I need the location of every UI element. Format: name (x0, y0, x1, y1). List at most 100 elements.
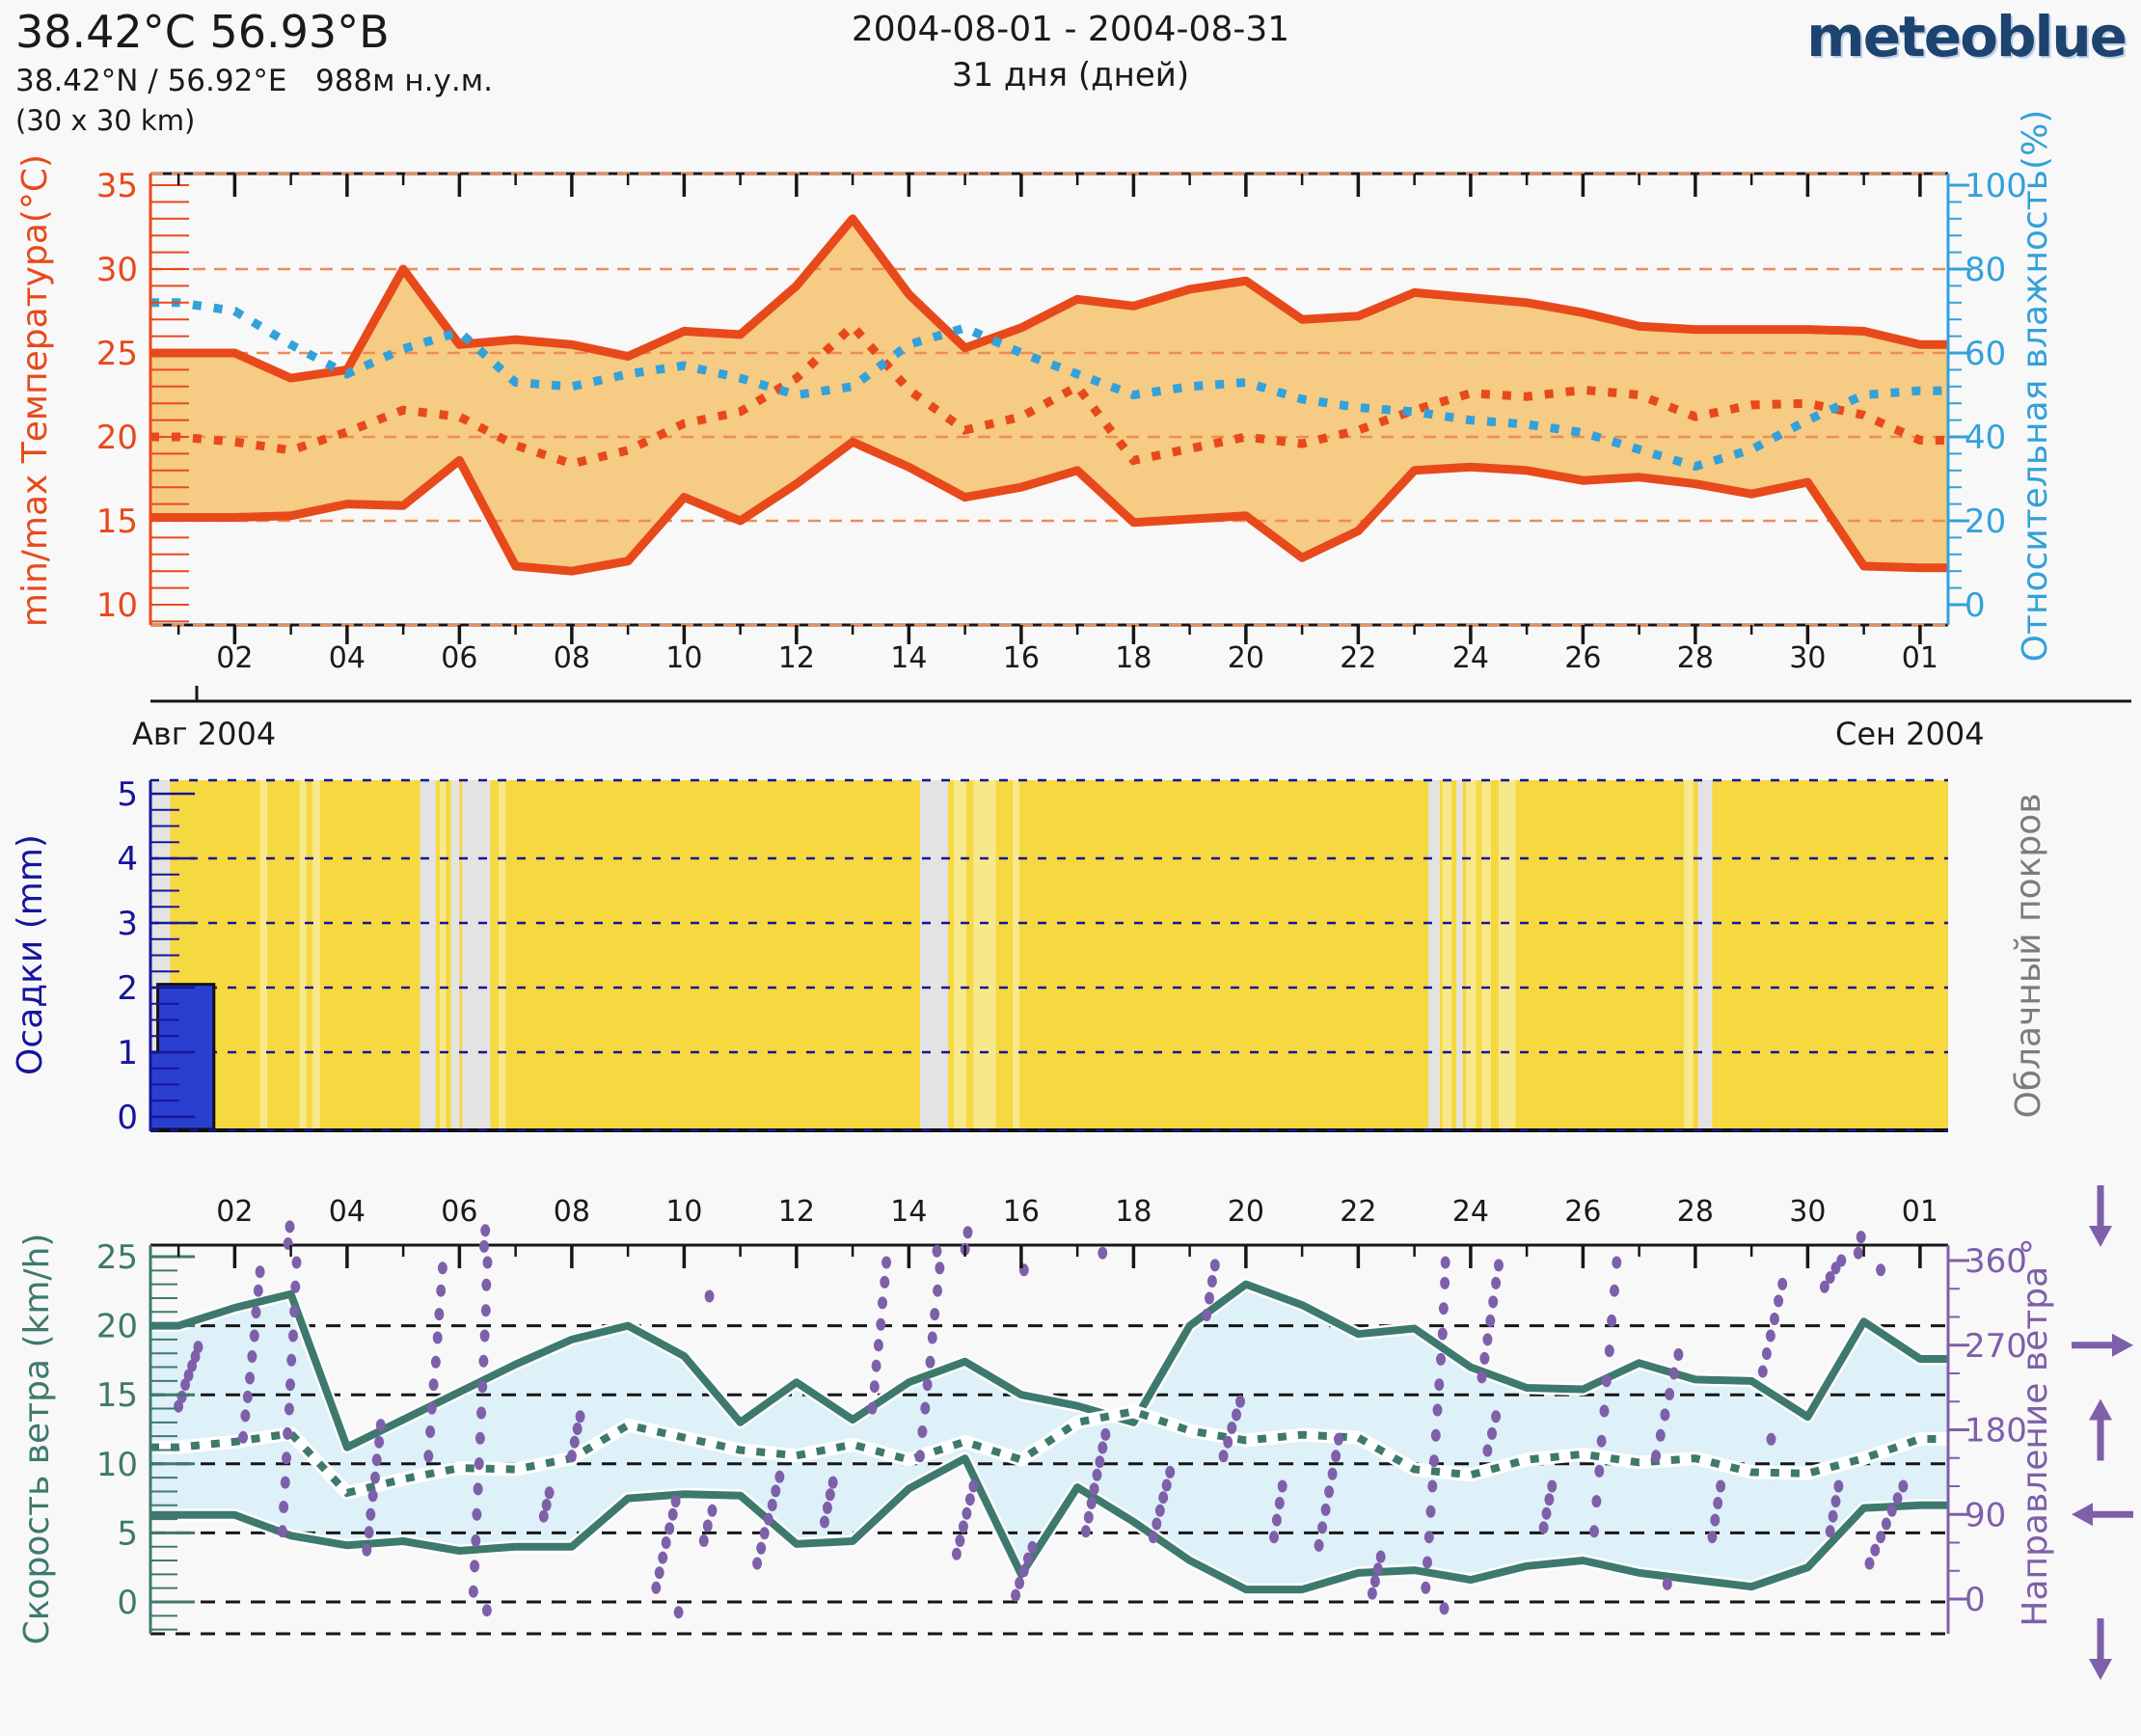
wind-direction-dot (187, 1359, 198, 1372)
temp-x-label: 14 (890, 641, 927, 675)
wind-direction-dot (1707, 1531, 1718, 1544)
wind-direction-dot (367, 1489, 378, 1503)
wind-direction-dot (1098, 1441, 1108, 1454)
wind-direction-dot (480, 1224, 491, 1237)
precip-tick-label: 4 (117, 840, 138, 879)
wind-direction-dot (1836, 1254, 1847, 1267)
wind-direction-dot (1154, 1504, 1165, 1517)
temp-x-label: 24 (1452, 641, 1489, 675)
wind-x-label: 14 (890, 1195, 927, 1229)
wind-direction-dot (1662, 1577, 1672, 1590)
wind-direction-dot (1372, 1562, 1383, 1576)
wind-direction-dot (1274, 1497, 1285, 1509)
wind-direction-dot (1876, 1263, 1886, 1277)
humidity-tick-label: 100 (1965, 167, 2027, 205)
wind-dir-tick-label: 360 (1965, 1242, 2027, 1281)
cloud-stripe-grey (920, 780, 949, 1131)
wind-direction-dot (1202, 1309, 1212, 1321)
temp-x-label: 08 (554, 641, 590, 675)
cloud-stripe-light (973, 780, 996, 1131)
temperature-panel: 10 15 20 25 30 35 0 20 40 60 80 100 02 04 06 08 10 12 14 16… (15, 110, 2055, 675)
humidity-tick-label: 80 (1965, 251, 2006, 289)
wind-direction-dot (482, 1256, 493, 1269)
wind-direction-dot (1660, 1408, 1670, 1422)
wind-direction-dot (285, 1378, 295, 1392)
meteoblue-logo: meteoblue (1806, 4, 2127, 69)
wind-direction-dot (479, 1329, 490, 1343)
cloud-stripe-light (1684, 780, 1694, 1131)
wind-x-label: 16 (1003, 1195, 1040, 1229)
wind-x-label: 08 (554, 1195, 590, 1229)
wind-direction-dot (1271, 1513, 1282, 1527)
wind-direction-dot (1864, 1557, 1875, 1570)
wind-direction-dot (1898, 1479, 1909, 1493)
precipitation-bar (149, 983, 216, 1131)
wind-direction-dot (767, 1499, 777, 1511)
wind-direction-dot (763, 1512, 773, 1526)
temp-x-label: 20 (1228, 641, 1264, 675)
wind-direction-dot (1870, 1543, 1881, 1557)
wind-direction-dot (1547, 1479, 1558, 1493)
wind-direction-dot (1651, 1450, 1662, 1463)
precip-tick-label: 3 (117, 905, 138, 943)
wind-direction-dot (658, 1551, 668, 1564)
wind-direction-dot (1477, 1370, 1487, 1384)
wind-direction-dot (876, 1317, 886, 1331)
humidity-dotted-line (150, 298, 1948, 472)
wind-direction-dot (176, 1390, 187, 1403)
wind-direction-dot (1487, 1426, 1497, 1440)
wind-tick-label: 25 (96, 1238, 138, 1277)
wind-direction-dot (1825, 1271, 1835, 1284)
wind-direction-dot (869, 1380, 880, 1394)
month-label-start: Авг 2004 (132, 716, 277, 752)
grid-cell-size: (30 x 30 km) (15, 104, 196, 137)
wind-direction-dot (1482, 1333, 1493, 1346)
wind-direction-dot (1544, 1493, 1555, 1506)
wind-direction-dot (1434, 1378, 1445, 1392)
wind-direction-dot (1485, 1314, 1496, 1327)
wind-direction-dot (436, 1284, 447, 1297)
wind-direction-dot (1825, 1525, 1835, 1538)
temp-tick-label: 15 (96, 502, 138, 541)
wind-direction-dot (825, 1488, 835, 1502)
wind-direction-dot (477, 1380, 488, 1394)
temp-x-label: 26 (1564, 641, 1601, 675)
wind-direction-dot (1538, 1521, 1549, 1534)
wind-direction-dot (425, 1425, 436, 1438)
wind-direction-dot (1100, 1427, 1111, 1441)
wind-direction-dot (245, 1371, 256, 1385)
wind-direction-arrow-up-180 (2089, 1398, 2112, 1461)
wind-direction-dot (702, 1519, 713, 1533)
wind-direction-dot (544, 1486, 555, 1500)
temp-x-label: 18 (1115, 641, 1152, 675)
wind-direction-dot (238, 1430, 249, 1444)
cloud-stripe-light (1013, 780, 1020, 1131)
wind-direction-dot (1427, 1479, 1438, 1493)
wind-direction-dot (1086, 1497, 1097, 1509)
wind-direction-dot (759, 1527, 770, 1540)
wind-direction-dot (756, 1541, 767, 1555)
wind-direction-dot (873, 1339, 883, 1352)
wind-direction-dot (1429, 1454, 1439, 1468)
page-title: 38.42°С 56.93°В (15, 6, 390, 58)
wind-direction-dot (1607, 1314, 1617, 1327)
wind-direction-dot (1610, 1284, 1619, 1297)
wind-direction-dot (1152, 1517, 1162, 1531)
wind-direction-dot (704, 1289, 715, 1303)
wind-direction-dot (1541, 1506, 1552, 1520)
wind-direction-dot (1218, 1450, 1229, 1463)
wind-direction-dot (476, 1406, 487, 1420)
wind-x-label: 10 (665, 1195, 702, 1229)
wind-direction-dot (423, 1450, 434, 1463)
wind-direction-dot (280, 1476, 290, 1489)
temp-range-band (150, 218, 1948, 572)
wind-direction-dot (1668, 1367, 1679, 1380)
wind-direction-dot (1765, 1329, 1775, 1343)
wind-direction-dot (470, 1560, 480, 1573)
humidity-axis-title: Относительная влажность(%) (2016, 110, 2055, 663)
wind-direction-dot (1083, 1510, 1094, 1524)
wind-direction-dot (430, 1355, 441, 1369)
precip-tick-label: 5 (117, 775, 138, 814)
wind-direction-dot (1324, 1485, 1335, 1499)
wind-direction-dot (240, 1409, 251, 1423)
